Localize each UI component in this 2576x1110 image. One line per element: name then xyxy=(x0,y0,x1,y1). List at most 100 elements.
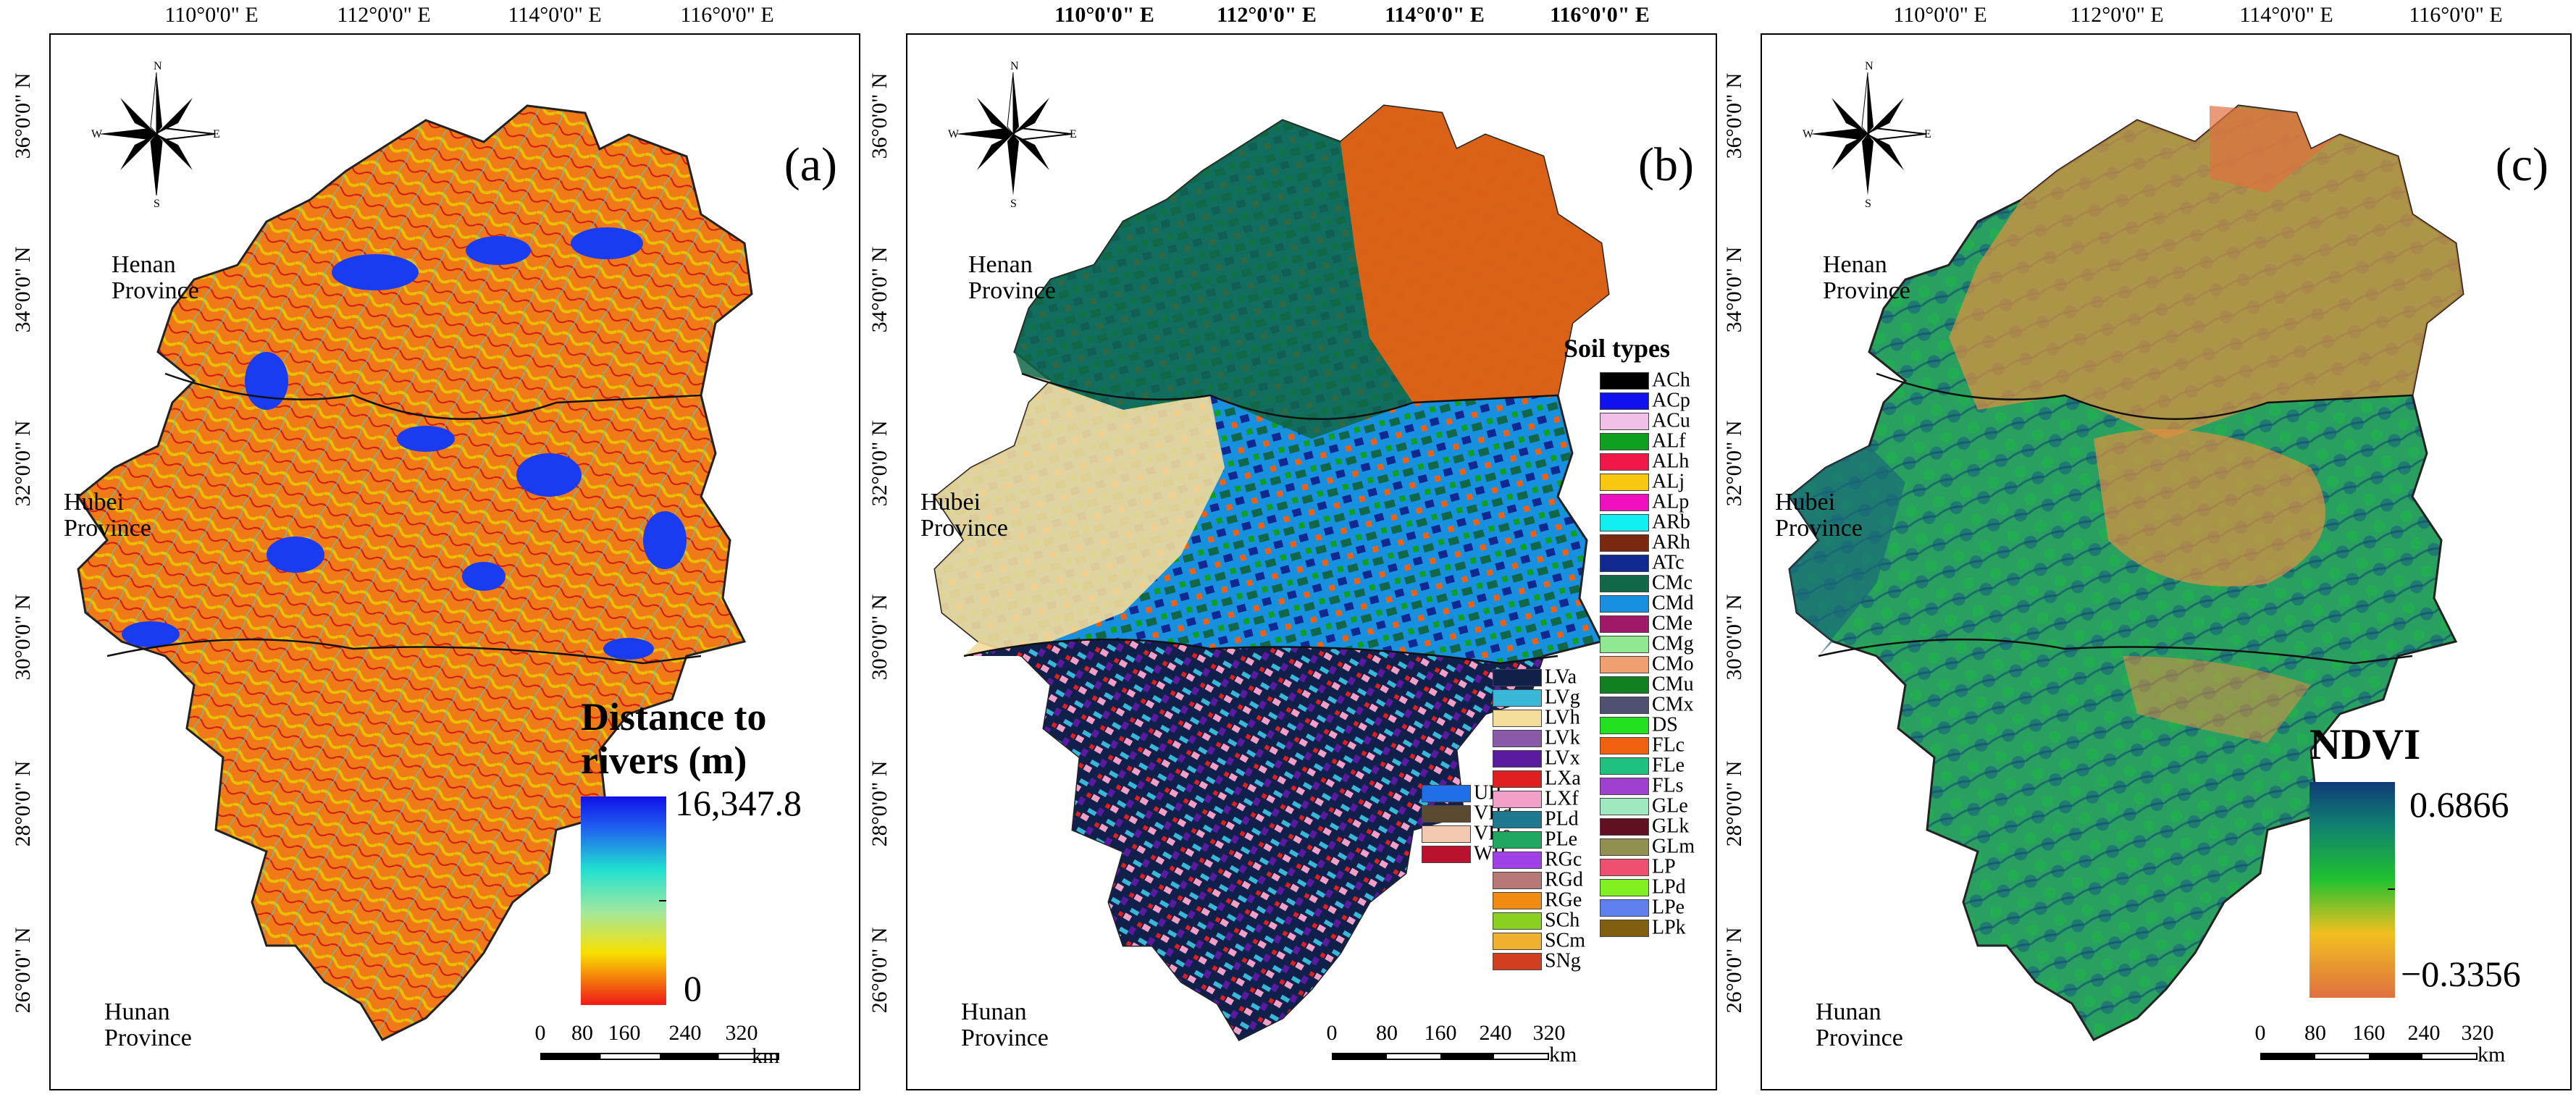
soil-code: LVa xyxy=(1545,665,1577,689)
compass-rose-icon: N S W E xyxy=(948,60,1077,210)
soil-legend-item: PLd xyxy=(1493,808,1579,829)
ramp-max-label: 0.6866 xyxy=(2409,784,2509,825)
soil-code: RGc xyxy=(1545,848,1582,871)
soil-legend-item: CMg xyxy=(1600,633,1694,654)
map-canvas xyxy=(933,104,1610,1041)
soil-code: CMo xyxy=(1652,652,1694,676)
soil-legend-item: ARb xyxy=(1600,511,1690,532)
soil-legend-item: VRe xyxy=(1422,823,1511,844)
soil-code: ALp xyxy=(1652,490,1690,513)
soil-swatch xyxy=(1600,919,1649,937)
soil-legend-item: LPe xyxy=(1600,896,1685,917)
soil-swatch xyxy=(1600,696,1649,714)
soil-swatch xyxy=(1422,804,1471,823)
soil-swatch xyxy=(1600,574,1649,592)
soil-code: LXa xyxy=(1545,767,1581,790)
scale-tick: 320 xyxy=(1532,1021,1566,1045)
soil-code: CMu xyxy=(1652,673,1694,696)
compass-north: N xyxy=(1865,60,1874,72)
soil-code: LVh xyxy=(1545,706,1580,729)
soil-code: ARb xyxy=(1652,510,1690,534)
lon-label: 110°0'0" E xyxy=(1054,3,1154,27)
scale-tick: 0 xyxy=(2254,1021,2266,1045)
soil-swatch xyxy=(1493,952,1542,970)
soil-code: LPk xyxy=(1652,916,1686,939)
soil-code: SCm xyxy=(1545,929,1586,952)
soil-legend-item: ALh xyxy=(1600,450,1689,471)
province-label-hubei: Hubei Province xyxy=(920,489,1008,542)
soil-code: LPd xyxy=(1652,875,1686,899)
soil-swatch xyxy=(1600,817,1649,836)
province-label-henan: Henan Province xyxy=(112,251,199,304)
soil-code: ACh xyxy=(1652,369,1690,392)
soil-code: CMc xyxy=(1652,571,1692,594)
province-boundaries xyxy=(1818,372,2413,665)
lat-label: 26°0'0" N xyxy=(11,927,35,1014)
soil-swatch xyxy=(1600,655,1649,673)
soil-swatch xyxy=(1493,689,1542,707)
province-label-hunan: Hunan Province xyxy=(1816,998,1903,1051)
scale-tick: 0 xyxy=(1326,1021,1338,1045)
soil-code: LVx xyxy=(1545,747,1580,770)
soil-code: DS xyxy=(1652,713,1678,736)
soil-code: PLe xyxy=(1545,828,1578,851)
province-boundaries xyxy=(963,372,1558,665)
soil-code: FLc xyxy=(1652,733,1685,757)
panel-tag: (b) xyxy=(1638,138,1694,191)
lon-label: 116°0'0" E xyxy=(2409,3,2503,27)
ramp-min-label: −0.3356 xyxy=(2401,954,2521,994)
scale-tick: 240 xyxy=(668,1021,702,1045)
lon-label: 112°0'0" E xyxy=(337,3,431,27)
soil-legend-item: LVh xyxy=(1493,706,1580,729)
soil-code: RGd xyxy=(1545,868,1583,891)
soil-code: CMe xyxy=(1652,612,1692,635)
soil-swatch xyxy=(1422,784,1471,802)
soil-legend-item: UR xyxy=(1422,782,1502,803)
scale-tick: 160 xyxy=(608,1021,641,1045)
soil-swatch xyxy=(1600,777,1649,795)
compass-east: E xyxy=(1070,128,1077,140)
soil-swatch xyxy=(1493,749,1542,768)
soil-swatch xyxy=(1600,534,1649,552)
panel-c-ndvi: 110°0'0" E 112°0'0" E 114°0'0" E 116°0'0… xyxy=(1722,0,2576,1110)
soil-legend-item: ACp xyxy=(1600,390,1690,411)
compass-west: W xyxy=(948,128,960,140)
lat-label: 34°0'0" N xyxy=(11,246,35,333)
compass-south: S xyxy=(1010,198,1017,210)
soil-swatch xyxy=(1600,473,1649,491)
soil-legend-item: GLm xyxy=(1600,836,1695,857)
soil-code: GLm xyxy=(1652,835,1695,858)
soil-legend-item: RGd xyxy=(1493,868,1583,891)
scale-tick: 240 xyxy=(1479,1021,1512,1045)
soil-legend-item: FLe xyxy=(1600,754,1685,775)
lat-label: 32°0'0" N xyxy=(868,420,891,507)
soil-legend-item: LVx xyxy=(1493,747,1580,768)
scale-tick: 80 xyxy=(571,1021,593,1045)
scale-tick: 240 xyxy=(2407,1021,2441,1045)
soil-code: ARh xyxy=(1652,531,1690,554)
lat-label: 32°0'0" N xyxy=(11,420,35,507)
scale-tick: 320 xyxy=(2461,1021,2494,1045)
scale-unit: km xyxy=(752,1044,780,1068)
soil-legend-item: LXa xyxy=(1493,768,1581,789)
soil-swatch xyxy=(1493,871,1542,889)
soil-legend-item: PLe xyxy=(1493,828,1577,849)
soil-code: GLe xyxy=(1652,794,1688,817)
soil-legend-item: LXf xyxy=(1493,788,1579,809)
soil-swatch xyxy=(1600,412,1649,430)
soil-legend-item: LVa xyxy=(1493,666,1577,687)
map-region-shape xyxy=(1787,104,2464,1041)
soil-code: CMx xyxy=(1652,693,1694,716)
scale-unit: km xyxy=(2478,1043,2506,1067)
color-ramp xyxy=(581,796,666,1005)
panel-b-soil-types: 110°0'0" E 112°0'0" E 114°0'0" E 116°0'0… xyxy=(868,0,1723,1110)
soil-legend-item: GLe xyxy=(1600,794,1688,817)
compass-rose-icon: N S W E xyxy=(91,60,220,210)
scale-bar: 0 80 160 240 320 km xyxy=(1327,1021,1578,1079)
soil-legend-item: RGe xyxy=(1493,889,1582,910)
soil-legend-item: DS xyxy=(1600,713,1678,736)
soil-code: ATc xyxy=(1652,551,1685,574)
lon-label: 116°0'0" E xyxy=(680,3,774,27)
soil-swatch xyxy=(1422,845,1471,863)
province-label-hunan: Hunan Province xyxy=(961,998,1049,1051)
